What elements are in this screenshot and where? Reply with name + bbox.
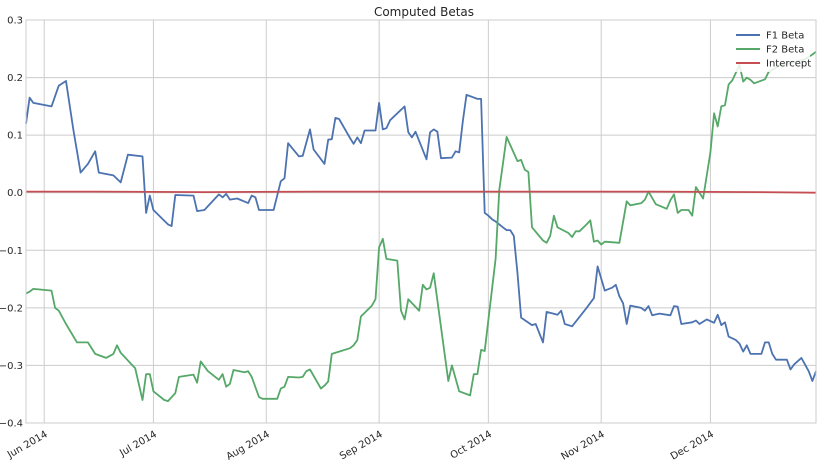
series-lines: [25, 50, 817, 403]
intercept-line: [26, 190, 817, 194]
y-tick-label: −0.3: [0, 361, 23, 372]
x-axis: Jun 2014 Jul 2014 Aug 2014 Sep 2014 Oct 2014…: [5, 429, 716, 463]
y-tick-label: 0.1: [7, 131, 23, 142]
x-tick-label: Dec 2014: [669, 429, 716, 463]
legend-label-intercept: Intercept: [766, 59, 811, 70]
x-tick-label: Nov 2014: [560, 429, 607, 463]
legend: F1 Beta F2 Beta Intercept: [732, 26, 811, 72]
f1-beta-line: [25, 80, 817, 382]
x-tick-label: Jul 2014: [117, 429, 159, 459]
x-tick-label: Oct 2014: [449, 429, 494, 461]
y-axis: −0.4 −0.3 −0.2 −0.1 0.0 0.1 0.2 0.3: [0, 16, 23, 430]
x-tick-label: Jun 2014: [5, 429, 50, 461]
y-tick-label: −0.1: [0, 246, 23, 257]
plot-background: [26, 20, 816, 423]
x-tick-label: Aug 2014: [225, 429, 272, 463]
legend-label-f2-beta: F2 Beta: [766, 45, 804, 56]
y-tick-label: 0.2: [7, 73, 23, 84]
y-tick-label: −0.2: [0, 303, 23, 314]
y-tick-label: 0.3: [7, 16, 23, 27]
legend-label-f1-beta: F1 Beta: [766, 31, 804, 42]
f2-beta-line: [25, 50, 817, 403]
y-tick-label: −0.4: [0, 419, 23, 430]
grid: [26, 19, 816, 424]
chart-title: Computed Betas: [374, 5, 474, 19]
y-tick-label: 0.0: [7, 188, 23, 199]
x-tick-label: Sep 2014: [338, 429, 385, 462]
plot-frame: [25, 19, 817, 424]
